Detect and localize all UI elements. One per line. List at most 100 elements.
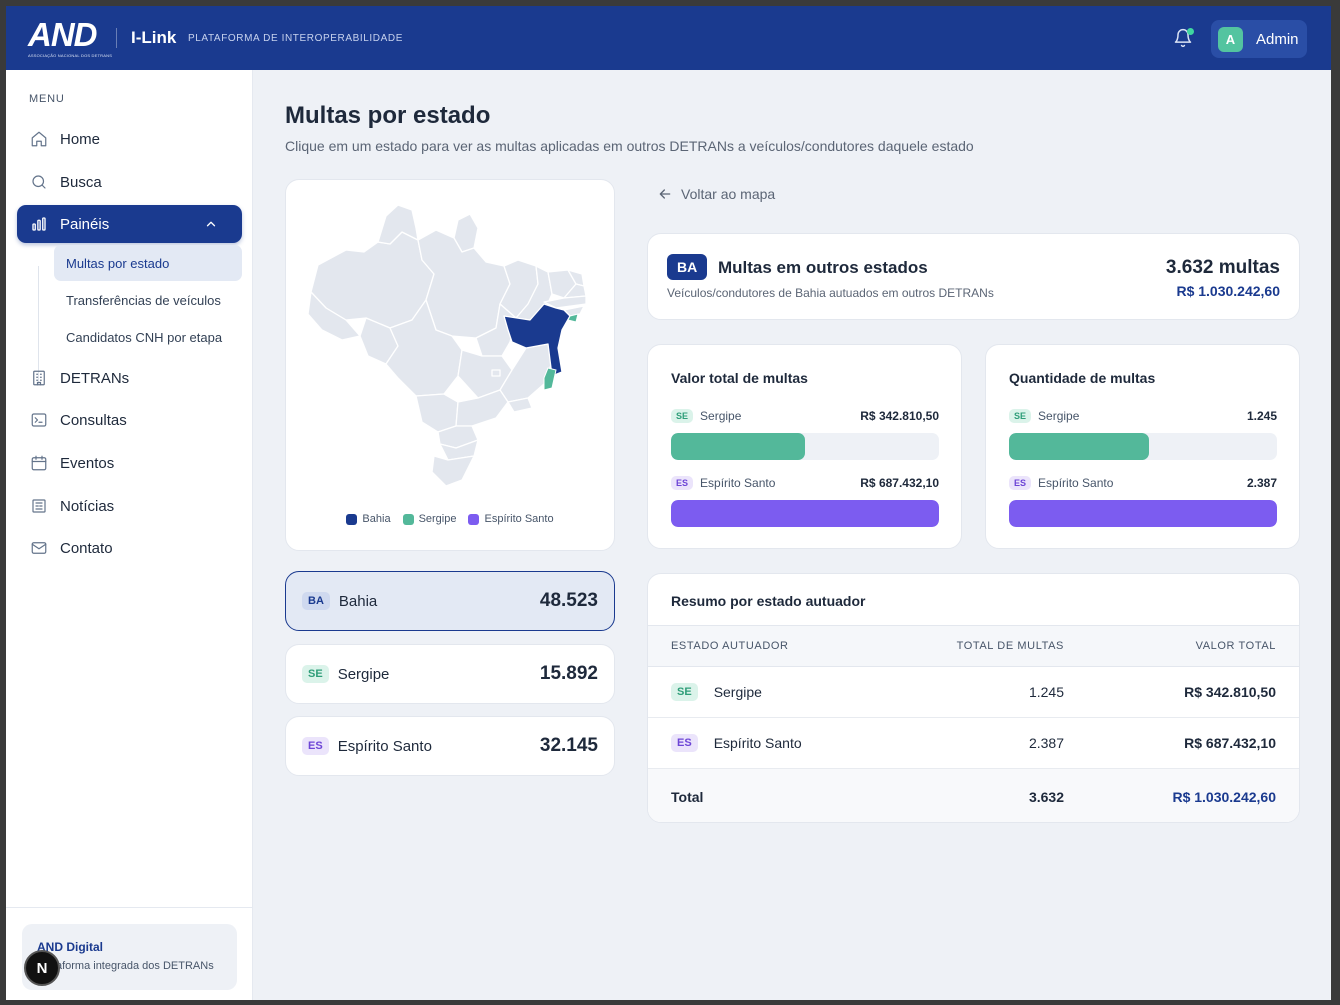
summary-title: Multas em outros estados bbox=[718, 258, 928, 277]
user-menu-button[interactable]: A Admin bbox=[1211, 20, 1307, 58]
and-logo[interactable]: AND ASSOCIAÇÃO NACIONAL DOS DETRANS bbox=[28, 18, 112, 60]
state-name: Espírito Santo bbox=[337, 737, 432, 755]
count-bar-row-sergipe: SE Sergipe 1.245 bbox=[1009, 407, 1277, 460]
chevron-up-icon[interactable] bbox=[204, 217, 218, 231]
state-card-bahia[interactable]: BA Bahia 48.523 bbox=[285, 571, 615, 631]
total-count: 3.632 bbox=[1028, 788, 1064, 805]
legend-item-bahia: Bahia bbox=[346, 513, 391, 525]
bar-track bbox=[1009, 433, 1277, 460]
table-header: ESTADO AUTUADOR TOTAL DE MULTAS VALOR TO… bbox=[648, 625, 1299, 667]
sidebar-item-noticias[interactable]: Notícias bbox=[17, 487, 242, 525]
user-name: Admin bbox=[1256, 30, 1299, 48]
map-state-ms[interactable] bbox=[415, 393, 459, 433]
state-card-espirito-santo[interactable]: ES Espírito Santo 32.145 bbox=[285, 716, 615, 776]
legend-item-sergipe: Sergipe bbox=[402, 513, 457, 525]
dev-tools-badge[interactable]: N bbox=[24, 950, 60, 986]
building-icon bbox=[33, 370, 45, 386]
footer-subtitle: Plataforma integrada dos DETRANs bbox=[37, 960, 214, 972]
submenu-item-transferencias[interactable]: Transferências de veículos bbox=[66, 292, 221, 308]
sidebar-item-busca[interactable]: Busca bbox=[17, 163, 242, 201]
arrow-left-icon bbox=[659, 189, 671, 199]
sidebar-footer-card: AND Digital Plataforma integrada dos DET… bbox=[22, 924, 237, 990]
bar-track bbox=[671, 433, 939, 460]
map-state-ac[interactable] bbox=[307, 291, 361, 341]
submenu-item-multas-por-estado[interactable]: Multas por estado bbox=[54, 245, 242, 281]
bar-track bbox=[671, 500, 939, 527]
sidebar-item-home[interactable]: Home bbox=[17, 120, 242, 158]
back-label: Voltar ao mapa bbox=[681, 186, 776, 202]
bar-track bbox=[1009, 500, 1277, 527]
brazil-map-card: Bahia Sergipe Espírito Santo bbox=[285, 179, 615, 551]
sidebar-item-consultas[interactable]: Consultas bbox=[17, 401, 242, 439]
bar-label: Espírito Santo bbox=[700, 476, 776, 490]
legend-swatch bbox=[402, 513, 414, 525]
row-uf-badge: SE bbox=[671, 683, 698, 701]
value-chart-title: Valor total de multas bbox=[671, 370, 808, 386]
count-bar-espirito-santo bbox=[1009, 500, 1277, 527]
sidebar-item-paineis[interactable]: Painéis bbox=[17, 205, 242, 243]
value-bar-row-espirito-santo: ES Espírito Santo R$ 687.432,10 bbox=[671, 474, 939, 527]
newspaper-icon bbox=[32, 499, 46, 513]
state-value: 48.523 bbox=[539, 590, 598, 611]
map-state-df[interactable] bbox=[491, 369, 501, 377]
state-uf-badge: SE bbox=[302, 665, 329, 683]
submenu-tree-line bbox=[38, 266, 39, 384]
brand-tagline: PLATAFORMA DE INTEROPERABILIDADE bbox=[188, 33, 403, 44]
map-state-es[interactable] bbox=[543, 367, 557, 391]
map-state-se[interactable] bbox=[567, 313, 579, 323]
sidebar-item-detrans[interactable]: DETRANs bbox=[17, 359, 242, 397]
row-state-name: Sergipe bbox=[713, 684, 762, 700]
table-row[interactable]: ES Espírito Santo 2.387 R$ 687.432,10 bbox=[648, 718, 1299, 769]
map-state-rr[interactable] bbox=[377, 204, 419, 245]
row-state-name: Espírito Santo bbox=[713, 735, 802, 751]
column-header-valor[interactable]: VALOR TOTAL bbox=[1195, 640, 1276, 652]
bar-label: Sergipe bbox=[700, 409, 742, 423]
bar-label: Sergipe bbox=[1038, 409, 1080, 423]
table-title: Resumo por estado autuador bbox=[671, 593, 866, 609]
sidebar-item-eventos[interactable]: Eventos bbox=[17, 444, 242, 482]
legend-label: Espírito Santo bbox=[484, 513, 554, 525]
mail-icon bbox=[31, 542, 47, 554]
state-value: 32.145 bbox=[539, 735, 598, 756]
sidebar-item-label: Painéis bbox=[60, 215, 110, 233]
count-chart-card: Quantidade de multas SE Sergipe 1.245 ES Es… bbox=[985, 344, 1300, 549]
map-state-rj[interactable] bbox=[507, 397, 533, 413]
column-header-total[interactable]: TOTAL DE MULTAS bbox=[956, 640, 1064, 652]
search-icon bbox=[32, 175, 46, 189]
notification-bell-icon[interactable] bbox=[1173, 28, 1194, 48]
bar-uf-badge: SE bbox=[671, 409, 694, 423]
brand-name: I-Link bbox=[131, 28, 177, 47]
state-card-sergipe[interactable]: SE Sergipe 15.892 bbox=[285, 644, 615, 704]
brazil-map bbox=[307, 204, 587, 487]
submenu-item-candidatos-cnh[interactable]: Candidatos CNH por etapa bbox=[66, 329, 223, 345]
sidebar-item-label: Contato bbox=[60, 539, 113, 557]
legend-swatch bbox=[468, 513, 480, 525]
notification-dot bbox=[1187, 28, 1194, 35]
calendar-icon bbox=[31, 455, 47, 471]
bar-value: 2.387 bbox=[1246, 476, 1277, 490]
column-header-estado[interactable]: ESTADO AUTUADOR bbox=[671, 640, 789, 652]
sidebar-item-contato[interactable]: Contato bbox=[17, 529, 242, 567]
map-state-ba[interactable] bbox=[503, 303, 571, 377]
map-state-sc[interactable] bbox=[439, 439, 479, 461]
value-bar-espirito-santo bbox=[671, 500, 939, 527]
total-value: R$ 1.030.242,60 bbox=[1172, 788, 1276, 805]
summary-table-card: Resumo por estado autuador ESTADO AUTUAD… bbox=[647, 573, 1300, 823]
table-row[interactable]: SE Sergipe 1.245 R$ 342.810,50 bbox=[648, 667, 1299, 718]
map-state-rs[interactable] bbox=[431, 455, 475, 487]
back-to-map-link[interactable]: Voltar ao mapa bbox=[657, 186, 775, 202]
state-value: 15.892 bbox=[539, 663, 598, 684]
row-value: R$ 342.810,50 bbox=[1184, 684, 1276, 700]
sidebar-item-label: Notícias bbox=[60, 497, 115, 515]
row-total: 1.245 bbox=[1028, 684, 1064, 700]
legend-label: Sergipe bbox=[418, 513, 457, 525]
bar-chart-icon bbox=[32, 217, 46, 231]
value-chart-card: Valor total de multas SE Sergipe R$ 342.81… bbox=[647, 344, 962, 549]
value-bar-row-sergipe: SE Sergipe R$ 342.810,50 bbox=[671, 407, 939, 460]
table-total-row: Total 3.632 R$ 1.030.242,60 bbox=[648, 769, 1299, 822]
bar-value: R$ 342.810,50 bbox=[860, 409, 939, 423]
summary-value: R$ 1.030.242,60 bbox=[1176, 283, 1280, 299]
map-legend: Bahia Sergipe Espírito Santo bbox=[286, 513, 614, 525]
value-bar-sergipe bbox=[671, 433, 805, 460]
sidebar: MENU Home Busca Painéis Multas por estad… bbox=[6, 70, 253, 1000]
